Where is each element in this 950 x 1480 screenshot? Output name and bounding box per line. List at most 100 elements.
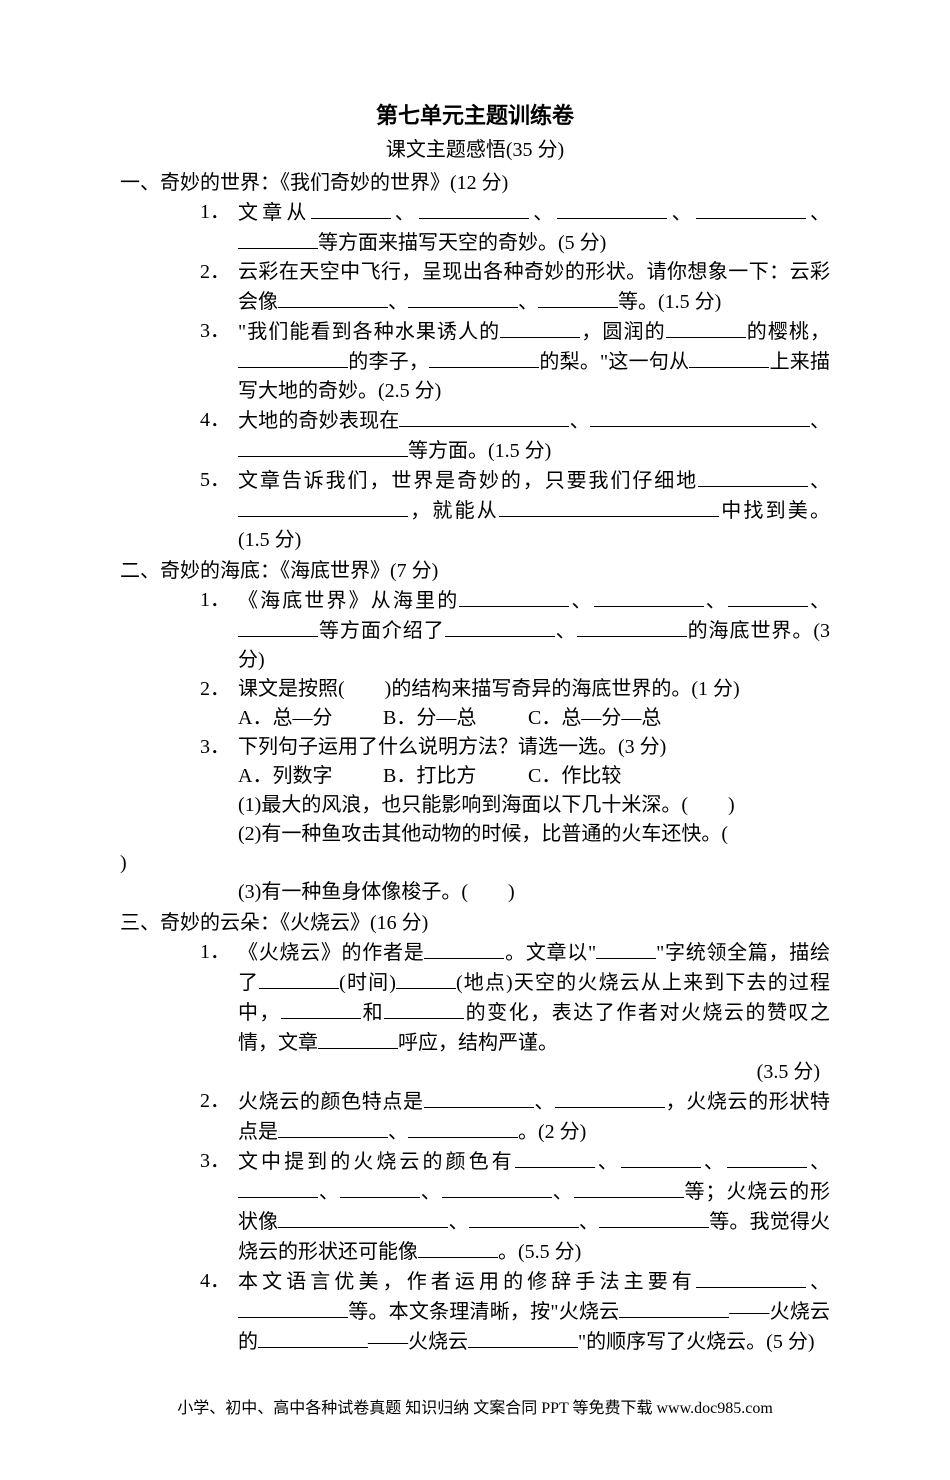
blank[interactable] (696, 198, 806, 219)
blank[interactable] (621, 1147, 701, 1168)
blank[interactable] (689, 347, 769, 368)
text: 等。(1.5 分) (618, 291, 721, 313)
q-text: 云彩在天空中飞行，呈现出各种奇妙的形状。请你想象一下：云彩会像、、等。(1.5 … (238, 258, 830, 317)
s2-q3: 3． 下列句子运用了什么说明方法？请选一选。(3 分) A．列数字 B．打比方 … (200, 733, 830, 849)
blank[interactable] (424, 938, 504, 959)
page-subtitle: 课文主题感悟(35 分) (120, 136, 830, 165)
blank[interactable] (238, 347, 348, 368)
blank[interactable] (311, 198, 391, 219)
blank[interactable] (619, 1297, 729, 1318)
q-text: "我们能看到各种水果诱人的，圆润的的樱桃，的李子，的梨。"这一句从上来描写大地的… (238, 317, 830, 406)
section-3-body: 1． 《火烧云》的作者是。文章以""字统领全篇，描绘了(时间)(地点)天空的火烧… (120, 938, 830, 1357)
text: 下列句子运用了什么说明方法？请选一选。(3 分) (238, 736, 666, 758)
blank[interactable] (557, 198, 667, 219)
option-c[interactable]: C．总—分—总 (528, 704, 668, 733)
option-row: A．总—分 B．分—总 C．总—分—总 (238, 704, 830, 733)
blank[interactable] (599, 1207, 709, 1228)
option-a[interactable]: A．总—分 (238, 704, 378, 733)
section-1-body: 1． 文章从、、、、等方面来描写天空的奇妙。(5 分) 2． 云彩在天空中飞行，… (120, 198, 830, 555)
text: ——火烧云 (368, 1331, 468, 1353)
sub-question-3: (3)有一种鱼身体像梭子。( ) (200, 878, 830, 907)
blank[interactable] (238, 1177, 318, 1198)
blank[interactable] (696, 1267, 806, 1288)
blank[interactable] (459, 586, 569, 607)
blank[interactable] (424, 1087, 534, 1108)
blank[interactable] (259, 968, 339, 989)
text: ，就能从 (408, 500, 499, 522)
blank[interactable] (238, 436, 408, 457)
blank[interactable] (499, 496, 719, 517)
q-number: 3． (200, 1147, 238, 1176)
blank[interactable] (408, 287, 518, 308)
s3-q2: 2． 火烧云的颜色特点是、，火烧云的形状特点是、。(2 分) (200, 1087, 830, 1147)
blank[interactable] (538, 287, 618, 308)
option-b[interactable]: B．打比方 (383, 762, 523, 791)
q-text: 火烧云的颜色特点是、，火烧云的形状特点是、。(2 分) (238, 1087, 830, 1147)
s3-q1: 1． 《火烧云》的作者是。文章以""字统领全篇，描绘了(时间)(地点)天空的火烧… (200, 938, 830, 1058)
blank[interactable] (419, 198, 529, 219)
blank[interactable] (384, 998, 464, 1019)
text: 本文语言优美，作者运用的修辞手法主要有 (238, 1271, 696, 1293)
q-text: 本文语言优美，作者运用的修辞手法主要有、等。本文条理清晰，按"火烧云——火烧云的… (238, 1267, 830, 1357)
blank[interactable] (418, 1237, 498, 1258)
s3-q4: 4． 本文语言优美，作者运用的修辞手法主要有、等。本文条理清晰，按"火烧云——火… (200, 1267, 830, 1357)
blank[interactable] (469, 1207, 579, 1228)
blank[interactable] (278, 287, 388, 308)
blank[interactable] (396, 968, 456, 989)
blank[interactable] (278, 1207, 448, 1228)
blank[interactable] (258, 1327, 368, 1348)
option-c[interactable]: C．作比较 (528, 762, 668, 791)
q-text: 文章告诉我们，世界是奇妙的，只要我们仔细地、，就能从中找到美。(1.5 分) (238, 466, 830, 555)
q-text: 下列句子运用了什么说明方法？请选一选。(3 分) A．列数字 B．打比方 C．作… (238, 733, 830, 849)
blank[interactable] (399, 406, 569, 427)
blank[interactable] (238, 496, 408, 517)
q-number: 3． (200, 317, 238, 346)
text: 课文是按照( )的结构来描写奇异的海底世界的。(1 分) (238, 678, 740, 700)
blank[interactable] (442, 1177, 552, 1198)
text: 的樱桃， (746, 321, 830, 343)
text: 。(5.5 分) (498, 1241, 581, 1263)
blank[interactable] (590, 406, 810, 427)
s2-q1: 1． 《海底世界》从海里的、、、等方面介绍了、的海底世界。(3 分) (200, 586, 830, 675)
blank[interactable] (445, 616, 555, 637)
blank[interactable] (666, 317, 746, 338)
blank[interactable] (574, 1177, 684, 1198)
text: 等方面来描写天空的奇妙。(5 分) (318, 232, 606, 254)
text: "我们能看到各种水果诱人的 (238, 321, 500, 343)
blank[interactable] (468, 1327, 578, 1348)
text: 和 (361, 1002, 384, 1024)
page-footer: 小学、初中、高中各种试卷真题 知识归纳 文案合同 PPT 等免费下载 www.d… (120, 1397, 830, 1420)
option-b[interactable]: B．分—总 (383, 704, 523, 733)
blank[interactable] (577, 616, 687, 637)
section-3-head: 三、奇妙的云朵：《火烧云》(16 分) (120, 909, 830, 938)
blank[interactable] (340, 1177, 420, 1198)
text: 《海底世界》从海里的 (238, 590, 459, 612)
blank[interactable] (318, 1028, 398, 1049)
q-number: 3． (200, 733, 238, 762)
blank[interactable] (408, 1117, 518, 1138)
text: (时间) (339, 972, 396, 994)
blank[interactable] (429, 347, 539, 368)
blank[interactable] (515, 1147, 595, 1168)
blank[interactable] (728, 586, 808, 607)
text: 等。本文条理清晰，按"火烧云 (348, 1301, 619, 1323)
blank[interactable] (727, 1147, 807, 1168)
blank[interactable] (238, 228, 318, 249)
blank[interactable] (281, 998, 361, 1019)
blank[interactable] (238, 616, 318, 637)
text: 大地的奇妙表现在 (238, 410, 399, 432)
blank[interactable] (278, 1117, 388, 1138)
q-text: 《海底世界》从海里的、、、等方面介绍了、的海底世界。(3 分) (238, 586, 830, 675)
blank[interactable] (594, 586, 704, 607)
q-number: 1． (200, 938, 238, 967)
option-a[interactable]: A．列数字 (238, 762, 378, 791)
q-text: 文章从、、、、等方面来描写天空的奇妙。(5 分) (238, 198, 830, 258)
q-number: 2． (200, 675, 238, 704)
blank[interactable] (698, 466, 808, 487)
text: "的顺序写了火烧云。(5 分) (578, 1331, 814, 1353)
blank[interactable] (555, 1087, 665, 1108)
blank[interactable] (238, 1297, 348, 1318)
page-title: 第七单元主题训练卷 (120, 100, 830, 132)
blank[interactable] (596, 938, 656, 959)
blank[interactable] (500, 317, 580, 338)
